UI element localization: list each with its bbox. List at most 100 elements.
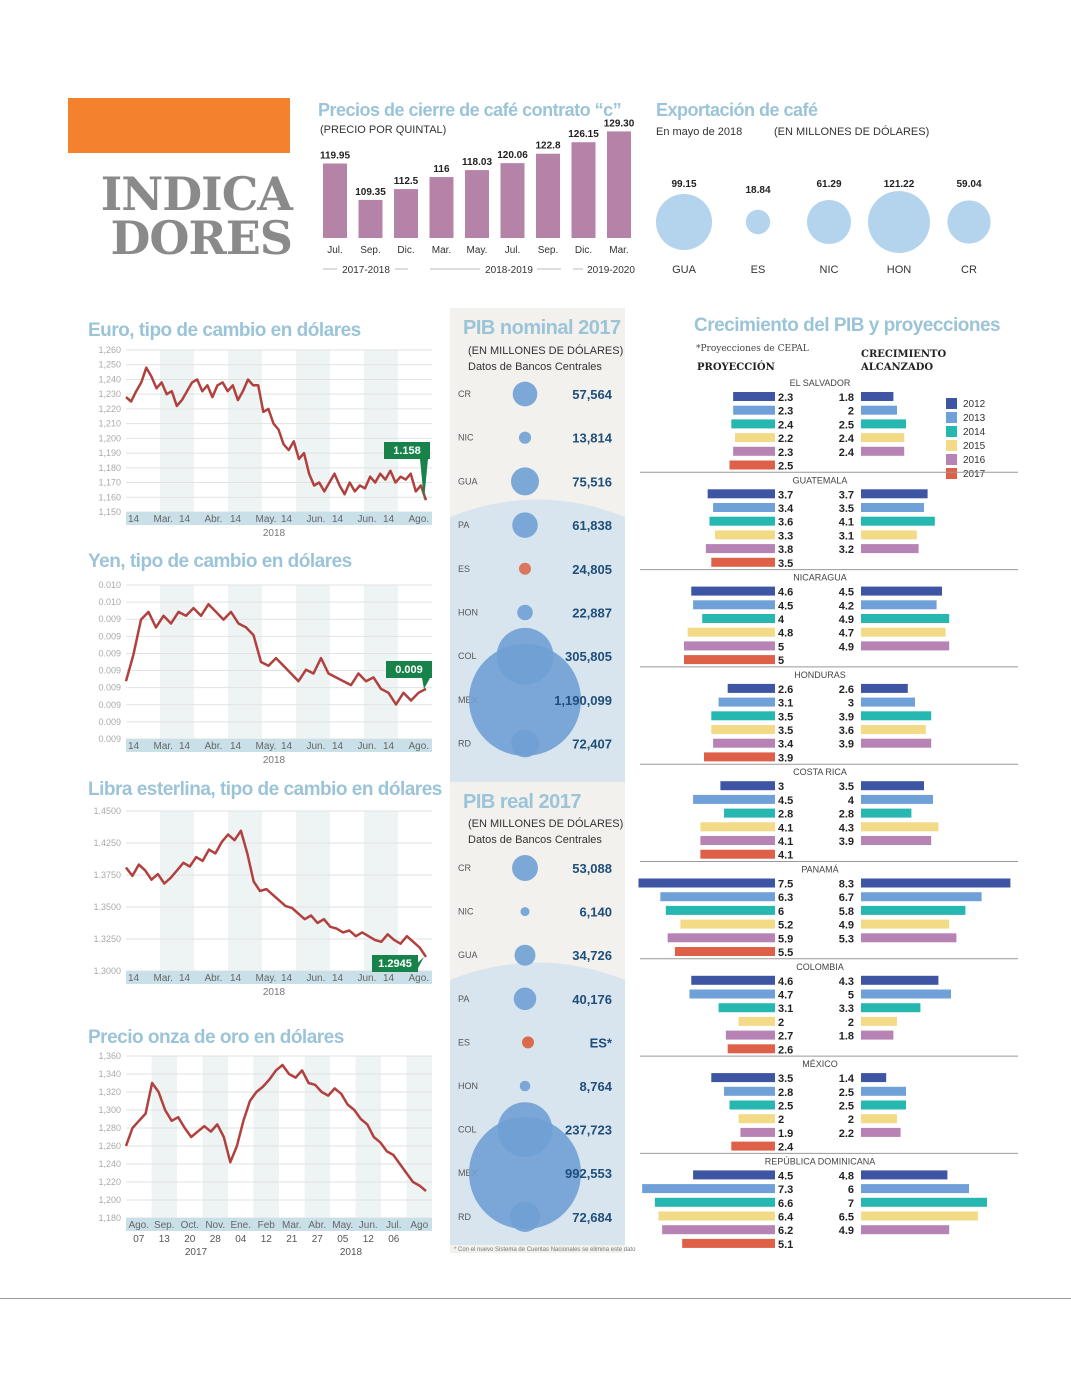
grid-stripe <box>228 585 262 739</box>
country-label: GUATEMALA <box>793 475 848 485</box>
pib-country-label: PA <box>458 994 469 1004</box>
y-tick-label: 1,360 <box>98 1051 121 1061</box>
last-value-badge <box>384 442 430 459</box>
achieved-bar <box>861 614 950 623</box>
y-tick-label: 1,260 <box>98 1141 121 1151</box>
projection-value: 3.4 <box>778 503 794 515</box>
projection-value: 2.8 <box>778 809 793 821</box>
projection-value: 4.6 <box>778 976 793 988</box>
export-bubble <box>745 209 771 235</box>
coffee-chart: 119.95 Jul. 109.35 Sep. 112.5 Dic. 116 Mar. 118.… <box>320 118 635 276</box>
x-tick-label-2: 28 <box>210 1234 222 1245</box>
pib-country-label: PA <box>458 520 469 530</box>
bottom-rule <box>0 1298 1071 1299</box>
y-tick-label: 0.009 <box>98 717 121 727</box>
price-line <box>124 1063 427 1192</box>
pib-bubble-es <box>522 1036 534 1049</box>
y-tick-label: 0.009 <box>98 648 121 658</box>
grid-stripe <box>296 350 330 512</box>
euro-chart: 1,260 1,250 1,240 1,230 1,220 1,210 1,200 1,190… <box>98 345 432 539</box>
projection-value: 6.6 <box>778 1198 793 1210</box>
country-label: COSTA RICA <box>793 767 847 777</box>
export-bubble <box>806 199 852 245</box>
achieved-value: 3.3 <box>839 1003 854 1015</box>
achieved-value: 2.4 <box>839 433 855 445</box>
projection-value: 3.5 <box>778 558 793 570</box>
coffee-value-label: 109.35 <box>355 187 386 198</box>
exports-chart: 99.15 GUA 18.84 ES 61.29 NIC 121.22 HON 59.04 CR <box>655 179 991 276</box>
achieved-bar <box>861 1073 887 1083</box>
projection-value: 1.9 <box>778 1128 793 1140</box>
projection-value: 4.5 <box>778 1170 793 1182</box>
exports-title: Exportación de café <box>656 100 818 120</box>
projection-bar <box>718 697 775 707</box>
projection-value: 5 <box>778 655 784 667</box>
coffee-value-label: 126.15 <box>568 129 599 140</box>
achieved-value: 3.5 <box>839 781 854 793</box>
achieved-bar <box>861 1170 948 1180</box>
achieved-bar <box>861 530 917 540</box>
coffee-bar <box>571 142 596 238</box>
grid-stripe <box>228 811 262 971</box>
pib-bubble <box>511 467 539 496</box>
x-tick-label: Feb <box>258 1220 276 1231</box>
achieved-value: 3.9 <box>839 739 854 751</box>
projection-bar <box>662 1225 775 1235</box>
achieved-value: 3 <box>848 698 854 710</box>
projection-value: 5 <box>778 641 784 653</box>
pib-country-label: NIC <box>458 433 474 443</box>
achieved-bar <box>861 933 957 943</box>
y-tick-label: 1,220 <box>98 404 121 414</box>
achieved-value: 4.3 <box>839 976 854 988</box>
y-tick-label: 1,210 <box>98 419 121 429</box>
projection-bar <box>738 1016 775 1026</box>
pib-value-label: 992,553 <box>565 1166 612 1181</box>
pib-country-label: RD <box>458 1212 471 1222</box>
pib-country-label: ES <box>458 564 470 574</box>
x-tick-label: Ago. <box>128 1220 149 1231</box>
y-tick-label: 1,220 <box>98 1177 121 1187</box>
x-tick-label: Oct. <box>181 1220 199 1231</box>
achieved-value: 2.5 <box>839 1101 854 1113</box>
country-label: HONDURAS <box>794 670 846 680</box>
projection-value: 5.9 <box>778 933 793 945</box>
projection-value: 2.6 <box>778 684 793 696</box>
x-tick-label: 14 <box>179 741 191 752</box>
x-tick-label: Jun. <box>307 514 326 525</box>
achieved-value: 4.1 <box>839 517 854 529</box>
coffee-bar <box>323 163 347 238</box>
projection-bar <box>733 446 775 456</box>
x-tick-label: 14 <box>179 973 191 984</box>
achieved-bar <box>861 878 1011 888</box>
achieved-value: 4 <box>848 795 855 807</box>
achieved-value: 1.8 <box>839 1031 854 1043</box>
achieved-value: 2.5 <box>839 1087 854 1099</box>
achieved-value: 5.3 <box>839 933 854 945</box>
achieved-bar <box>861 1086 906 1096</box>
achieved-bar <box>861 1184 969 1194</box>
period-label: 2019-2020 <box>587 265 635 276</box>
grid-stripe <box>151 1056 177 1218</box>
projection-value: 3 <box>778 781 784 793</box>
x-tick-label: 14 <box>332 973 344 984</box>
price-line <box>124 602 427 706</box>
achieved-bar <box>861 1127 901 1137</box>
achieved-value: 3.6 <box>839 725 854 737</box>
y-tick-label: 1,180 <box>98 463 121 473</box>
achieved-value: 2 <box>848 406 854 418</box>
achieved-value: 4.8 <box>839 1170 854 1182</box>
projection-value: 3.7 <box>778 489 793 501</box>
legend-swatch <box>946 440 957 451</box>
projection-bar <box>638 878 775 888</box>
projection-bar <box>700 849 775 859</box>
pib-value-label: 22,887 <box>572 606 612 621</box>
projection-value: 2.5 <box>778 461 793 473</box>
x-tick-label: Nov. <box>205 1220 225 1231</box>
legend-label: 2013 <box>963 413 986 424</box>
x-tick-label-2: 04 <box>235 1234 247 1245</box>
projection-value: 5.1 <box>778 1239 793 1251</box>
achieved-bar <box>861 503 924 512</box>
achieved-bar <box>861 781 924 791</box>
achieved-bar <box>861 1114 897 1124</box>
achieved-value: 4.2 <box>839 600 854 612</box>
